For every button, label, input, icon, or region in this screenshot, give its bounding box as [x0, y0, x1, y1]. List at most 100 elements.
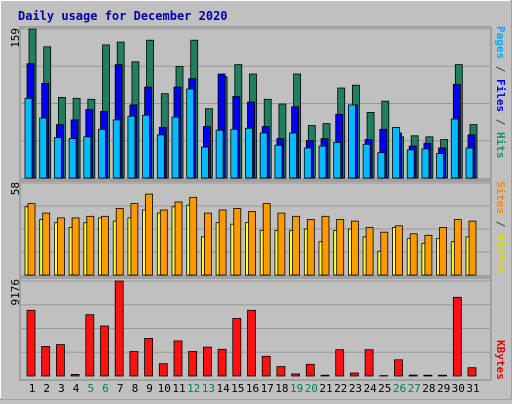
- bars-layer: [25, 29, 477, 376]
- x-tick-label: 25: [378, 382, 391, 395]
- x-tick-label: 6: [102, 382, 109, 395]
- x-tick-label: 18: [275, 382, 288, 395]
- x-tick-label: 16: [246, 382, 259, 395]
- bar-pages-day-13: [201, 147, 208, 178]
- bar-kbytes-day-17: [262, 356, 270, 376]
- bar-sites-day-1: [28, 204, 35, 275]
- bar-kbytes-day-31: [468, 368, 476, 376]
- x-tick-label: 15: [231, 382, 244, 395]
- x-tick-label: 30: [452, 382, 465, 395]
- panel-1-legend: Pages / Files / Hits: [494, 26, 507, 159]
- bar-pages-day-18: [275, 145, 282, 178]
- bar-sites-day-19: [293, 216, 300, 275]
- bar-kbytes-day-3: [56, 345, 64, 376]
- bar-sites-day-23: [351, 221, 358, 275]
- bar-kbytes-day-5: [86, 315, 94, 376]
- x-tick-label: 10: [158, 382, 171, 395]
- x-tick-label: 31: [466, 382, 479, 395]
- bar-pages-day-19: [290, 133, 297, 178]
- bar-pages-day-27: [407, 150, 414, 178]
- bar-kbytes-day-22: [336, 350, 344, 376]
- x-tick-label: 11: [172, 382, 185, 395]
- bar-pages-day-6: [99, 129, 106, 178]
- bar-sites-day-31: [469, 221, 476, 275]
- bar-kbytes-day-27: [409, 375, 417, 376]
- bar-sites-day-14: [219, 210, 226, 275]
- legend-part: /: [494, 59, 507, 79]
- bar-pages-day-16: [246, 128, 253, 178]
- bar-kbytes-day-24: [365, 350, 373, 376]
- bar-pages-day-9: [143, 115, 150, 178]
- bar-kbytes-day-11: [174, 341, 182, 376]
- x-tick-label: 8: [132, 382, 139, 395]
- bar-sites-day-8: [131, 204, 138, 275]
- bar-pages-day-3: [54, 138, 61, 178]
- legend-part: Visits: [494, 234, 507, 274]
- bar-pages-day-20: [304, 148, 311, 178]
- bar-pages-day-23: [348, 105, 355, 178]
- bar-pages-day-21: [319, 146, 326, 178]
- bar-sites-day-15: [234, 208, 241, 275]
- x-tick-label: 7: [117, 382, 124, 395]
- x-tick-label: 22: [334, 382, 347, 395]
- bar-sites-day-18: [278, 213, 285, 275]
- legend-part: KBytes: [494, 340, 507, 380]
- bar-sites-day-17: [263, 204, 270, 275]
- x-tick-label: 5: [87, 382, 94, 395]
- bar-pages-day-11: [172, 117, 179, 178]
- bar-sites-day-7: [116, 208, 123, 275]
- bar-kbytes-day-18: [277, 367, 285, 376]
- legend-part: /: [494, 214, 507, 234]
- bar-kbytes-day-1: [27, 310, 35, 376]
- bar-kbytes-day-28: [424, 375, 432, 376]
- bar-kbytes-day-30: [453, 297, 461, 376]
- bar-sites-day-9: [146, 194, 153, 275]
- x-tick-label: 21: [319, 382, 332, 395]
- panel-3-ymax-label: 9176: [9, 279, 22, 306]
- bar-kbytes-day-26: [395, 360, 403, 376]
- panel-2-ymax-label: 58: [9, 182, 22, 195]
- bar-pages-day-24: [363, 144, 370, 178]
- x-tick-label: 14: [216, 382, 230, 395]
- bar-kbytes-day-14: [218, 349, 226, 376]
- x-tick-label: 19: [290, 382, 303, 395]
- bar-kbytes-day-6: [101, 326, 109, 376]
- legend-part: /: [494, 112, 507, 132]
- bar-pages-day-31: [466, 148, 473, 178]
- bar-pages-day-28: [422, 149, 429, 178]
- x-tick-label: 4: [73, 382, 80, 395]
- bar-sites-day-22: [337, 220, 344, 276]
- panel-1-ymax-label: 159: [9, 28, 22, 48]
- bar-kbytes-day-9: [145, 338, 153, 376]
- bar-pages-day-1: [25, 98, 32, 178]
- bar-kbytes-day-23: [350, 373, 358, 376]
- bar-sites-day-26: [396, 226, 403, 275]
- bar-sites-day-21: [322, 216, 329, 275]
- bar-pages-day-22: [334, 142, 341, 178]
- bar-kbytes-day-4: [71, 374, 79, 376]
- x-tick-label: 29: [437, 382, 450, 395]
- bar-pages-day-17: [260, 133, 267, 178]
- bar-pages-day-14: [216, 130, 223, 178]
- bar-pages-day-25: [378, 153, 385, 178]
- bar-kbytes-day-19: [292, 374, 300, 376]
- bar-sites-day-20: [307, 220, 314, 276]
- bar-pages-day-10: [157, 135, 164, 178]
- bar-sites-day-16: [249, 212, 256, 275]
- x-tick-label: 2: [43, 382, 50, 395]
- bar-sites-day-30: [454, 220, 461, 276]
- x-tick-label: 27: [408, 382, 421, 395]
- bar-kbytes-day-29: [439, 375, 447, 376]
- bar-pages-day-5: [84, 137, 91, 178]
- bar-kbytes-day-13: [203, 347, 211, 376]
- x-tick-label: 26: [393, 382, 406, 395]
- bar-sites-day-3: [57, 218, 64, 275]
- bar-kbytes-day-15: [233, 319, 241, 377]
- bar-pages-day-30: [451, 119, 458, 178]
- bar-sites-day-28: [425, 235, 432, 275]
- bar-kbytes-day-7: [115, 281, 123, 376]
- bar-pages-day-26: [393, 127, 400, 178]
- x-tick-label: 20: [305, 382, 318, 395]
- bar-sites-day-5: [87, 216, 94, 275]
